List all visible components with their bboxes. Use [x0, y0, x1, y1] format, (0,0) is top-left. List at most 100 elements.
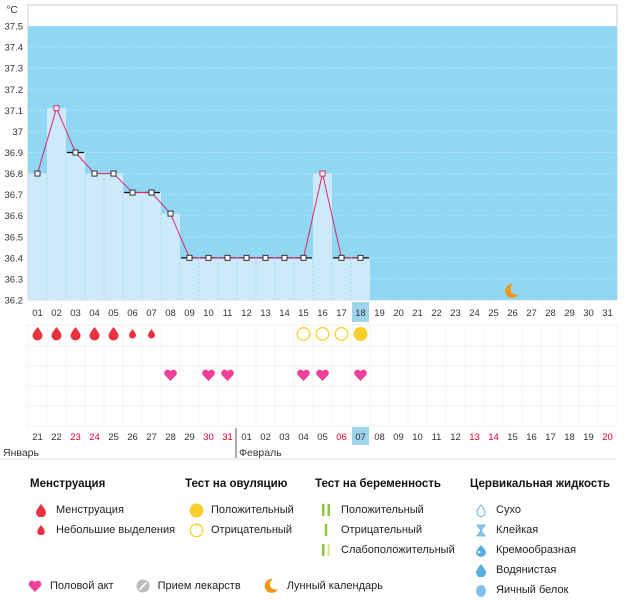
- y-tick-label: 37.5: [5, 22, 24, 33]
- cycle-day-label: 17: [336, 308, 347, 319]
- cycle-day-label: 28: [545, 308, 556, 319]
- legend-intercourse: Половой акт: [28, 580, 114, 592]
- creamy-drop-icon: [470, 544, 492, 557]
- cycle-day-label: 04: [89, 308, 100, 319]
- calendar-date-label: 26: [127, 432, 138, 443]
- temperature-point: [148, 189, 155, 196]
- calendar-date-label: 25: [108, 432, 119, 443]
- temperature-bar: [218, 257, 237, 300]
- temperature-point: [262, 254, 269, 261]
- cycle-day-label: 27: [526, 308, 537, 319]
- calendar-date-label: 30: [203, 432, 214, 443]
- calendar-date-label: 13: [469, 432, 480, 443]
- moon-icon: [505, 283, 519, 298]
- calendar-date-label: 14: [488, 432, 499, 443]
- heart-icon: [316, 369, 329, 381]
- pill-icon: [136, 579, 150, 593]
- month-label: Январь: [3, 447, 40, 459]
- cycle-day-label: 24: [469, 308, 480, 319]
- cycle-day-label: 09: [184, 308, 195, 319]
- legend-moon-label: Лунный календарь: [286, 580, 383, 592]
- temperature-bar: [332, 257, 351, 300]
- calendar-date-label: 21: [32, 432, 43, 443]
- calendar-date-label: 07: [355, 432, 366, 443]
- legend-medication: Прием лекарств: [136, 579, 241, 593]
- cycle-day-label: 05: [108, 308, 119, 319]
- calendar-date-label: 29: [184, 432, 195, 443]
- blood-drop-icon: [148, 329, 155, 339]
- temperature-point: [281, 254, 288, 261]
- current-date-highlight: [352, 427, 369, 445]
- calendar-date-label: 04: [298, 432, 309, 443]
- ovulation-negative-icon: [315, 327, 330, 341]
- bbt-chart: 37.5 37.4 37.3 37.2 37.1 37 36.9 36.8 36.7 36.6 36…: [0, 4, 618, 460]
- cycle-day-label: 25: [488, 308, 499, 319]
- calendar-date-label: 10: [412, 432, 423, 443]
- moon-icon: [263, 578, 279, 594]
- legend-ovulation-negative: Отрицательный: [211, 524, 292, 536]
- legend-pregnancy-weak: Слабоположительный: [341, 544, 455, 556]
- cycle-day-label: 31: [602, 308, 613, 319]
- temperature-bar: [66, 152, 85, 300]
- legend-cervical-eggwhite: Яичный белок: [496, 584, 569, 596]
- egg-white-icon: [470, 584, 492, 597]
- current-day-highlight: [352, 302, 369, 322]
- cycle-day-label: 08: [165, 308, 176, 319]
- calendar-date-label: 28: [165, 432, 176, 443]
- legend-moon: Лунный календарь: [263, 578, 383, 594]
- calendar-date-label: 09: [393, 432, 404, 443]
- y-tick-label: 36.2: [5, 296, 24, 307]
- y-tick-label: 36.8: [5, 169, 24, 180]
- legend-menstruation-full: Менструация: [56, 504, 124, 516]
- cycle-day-label: 15: [298, 308, 309, 319]
- cycle-day-label: 20: [393, 308, 404, 319]
- temperature-point: [205, 254, 212, 261]
- watery-drop-icon: [470, 563, 492, 577]
- calendar-date-label: 31: [222, 432, 233, 443]
- temperature-bar: [313, 173, 332, 300]
- cycle-day-label: 03: [70, 308, 81, 319]
- cycle-day-label: 11: [223, 308, 233, 319]
- calendar-date-label: 15: [507, 432, 518, 443]
- cycle-day-label: 13: [260, 308, 271, 319]
- temperature-bar: [161, 213, 180, 300]
- legend-medication-label: Прием лекарств: [157, 580, 241, 592]
- cycle-day-label: 30: [583, 308, 594, 319]
- legend-ovulation: Тест на овуляцию Положительный Отрицател…: [185, 478, 294, 540]
- month-label: Февраль: [239, 447, 282, 459]
- temperature-point: [91, 170, 98, 177]
- cycle-day-label: 22: [431, 308, 442, 319]
- calendar-date-label: 12: [450, 432, 461, 443]
- heart-icon: [28, 580, 42, 592]
- blood-drop-icon: [89, 327, 100, 341]
- blood-drop-icon: [51, 327, 62, 341]
- heart-icon: [354, 369, 367, 381]
- y-unit-label: °C: [6, 5, 17, 16]
- calendar-date-label: 20: [602, 432, 613, 443]
- cycle-day-label: 26: [507, 308, 518, 319]
- calendar-date-label: 17: [545, 432, 556, 443]
- ovulation-negative-icon: [296, 327, 311, 341]
- cycle-day-label: 12: [241, 308, 252, 319]
- cycle-day-label: 10: [203, 308, 214, 319]
- calendar-date-label: 05: [317, 432, 328, 443]
- cycle-day-label: 01: [32, 308, 43, 319]
- temperature-point: [186, 254, 193, 261]
- legend-menstruation-light: Небольшие выделения: [56, 524, 176, 536]
- temperature-point: [110, 170, 117, 177]
- y-tick-label: 36.9: [5, 148, 24, 159]
- temperature-point: [300, 254, 307, 261]
- calendar-date-label: 11: [432, 432, 442, 443]
- calendar-date-label: 27: [146, 432, 157, 443]
- pregnancy-weak-icon: [315, 543, 337, 557]
- y-tick-label: 36.7: [5, 190, 24, 201]
- cycle-day-label: 16: [317, 308, 328, 319]
- y-tick-label: 36.3: [5, 274, 24, 285]
- y-tick-label: 37.4: [5, 43, 24, 54]
- legend-cervical-watery: Водянистая: [496, 564, 557, 576]
- legend-pregnancy-positive: Положительный: [341, 504, 424, 516]
- legend-cervical-dry: Сухо: [496, 504, 521, 516]
- calendar-date-label: 24: [89, 432, 100, 443]
- y-tick-label: 37.2: [5, 85, 24, 96]
- cycle-day-label: 02: [51, 308, 62, 319]
